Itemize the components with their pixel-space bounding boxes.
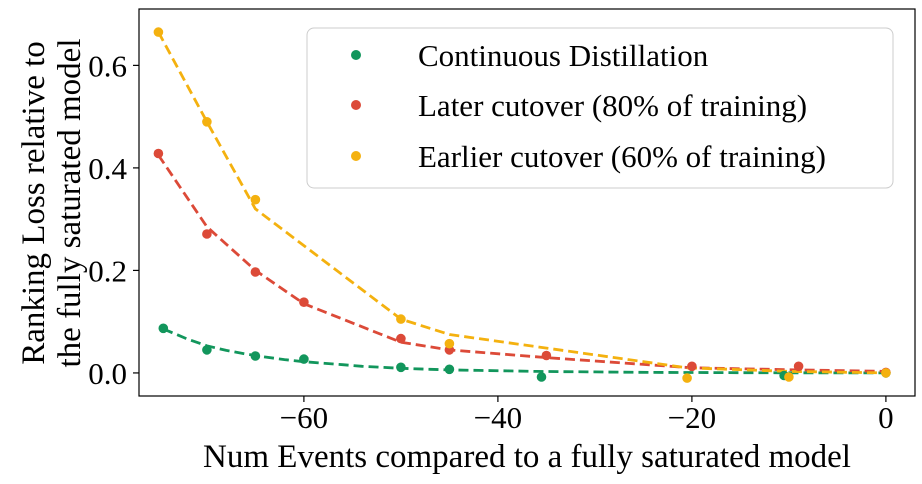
fit-line-earlier-cutover-60-of-training — [157, 31, 886, 375]
x-axis: −60 −40 −20 0 — [280, 396, 894, 435]
x-tick-label: 0 — [878, 400, 894, 435]
x-axis-label: Num Events compared to a fully saturated… — [203, 439, 851, 475]
y-axis: 0.0 0.2 0.4 0.6 — [88, 48, 139, 391]
y-tick-label: 0.2 — [88, 253, 127, 288]
data-point-earlier-cutover-60-of-training — [153, 27, 164, 37]
data-point-earlier-cutover-60-of-training — [250, 194, 261, 205]
data-point-earlier-cutover-60-of-training — [202, 117, 212, 127]
legend-label-earlier-cutover: Earlier cutover (60% of training) — [418, 139, 826, 174]
legend: Continuous Distillation Later cutover (8… — [306, 27, 894, 189]
data-point-earlier-cutover-60-of-training — [396, 314, 406, 324]
data-point-later-cutover-80-of-training — [687, 361, 697, 372]
legend-label-continuous-distillation: Continuous Distillation — [418, 38, 709, 73]
data-point-continuous-distillation — [444, 364, 455, 375]
y-axis-label-line-2: the fully saturated model — [52, 39, 88, 368]
data-point-later-cutover-80-of-training — [202, 229, 212, 239]
x-tick-label: −20 — [668, 400, 716, 435]
data-point-continuous-distillation — [158, 323, 169, 334]
data-point-earlier-cutover-60-of-training — [784, 372, 794, 382]
y-tick-label: 0.4 — [88, 151, 127, 186]
data-point-continuous-distillation — [536, 372, 547, 382]
legend-marker-continuous-distillation — [351, 50, 361, 60]
legend-marker-earlier-cutover — [351, 151, 361, 161]
data-point-continuous-distillation — [202, 345, 212, 355]
x-tick-label: −40 — [474, 400, 522, 435]
series-layer — [153, 27, 891, 383]
legend-label-later-cutover: Later cutover (80% of training) — [418, 88, 807, 123]
data-point-continuous-distillation — [396, 362, 406, 373]
data-point-continuous-distillation — [250, 351, 261, 361]
data-point-later-cutover-80-of-training — [793, 361, 804, 372]
y-axis-label-line-1: Ranking Loss relative to — [16, 41, 52, 365]
fit-line-later-cutover-80-of-training — [157, 154, 886, 373]
y-tick-label: 0.6 — [88, 48, 127, 83]
data-point-earlier-cutover-60-of-training — [444, 338, 455, 349]
x-tick-label: −60 — [280, 400, 328, 435]
legend-frame — [306, 27, 894, 189]
data-point-continuous-distillation — [299, 354, 309, 364]
data-point-later-cutover-80-of-training — [250, 267, 261, 277]
legend-marker-later-cutover — [351, 100, 361, 110]
y-tick-label: 0.0 — [88, 356, 127, 391]
data-point-later-cutover-80-of-training — [541, 350, 552, 361]
plot-frame — [138, 8, 916, 397]
data-point-later-cutover-80-of-training — [396, 333, 406, 344]
data-point-earlier-cutover-60-of-training — [682, 373, 692, 383]
data-point-earlier-cutover-60-of-training — [881, 368, 891, 378]
data-point-later-cutover-80-of-training — [153, 148, 164, 159]
data-point-later-cutover-80-of-training — [299, 297, 309, 308]
